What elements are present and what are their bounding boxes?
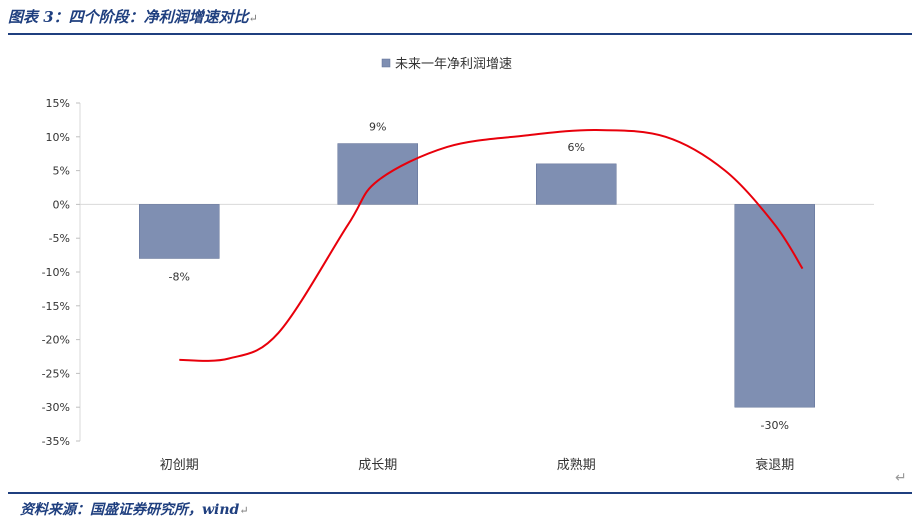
return-mark: ↵ <box>239 504 249 517</box>
bar-3 <box>536 163 617 205</box>
bar-1 <box>139 204 220 259</box>
y-tick-label: -20% <box>42 334 70 347</box>
data-label: -30% <box>761 419 789 432</box>
data-label: 9% <box>369 121 386 134</box>
y-tick-label: -25% <box>42 367 70 380</box>
category-label: 初创期 <box>160 458 199 473</box>
y-tick-label: -15% <box>42 300 70 313</box>
y-tick-label: -5% <box>49 232 70 245</box>
data-label: -8% <box>169 270 190 283</box>
category-label: 成熟期 <box>557 457 596 473</box>
legend-label: 未来一年净利润增速 <box>395 57 512 72</box>
bar-chart: 15% 10% 5% 0% -5% -10% -15% -20% -25% -30% -35% -8%… <box>42 57 874 473</box>
source-text: 资料来源：国盛证券研究所，wind <box>20 502 240 518</box>
figure-title: 图表 3：四个阶段：净利润增速对比↵ <box>8 6 258 27</box>
y-tick-label: 15% <box>46 97 70 110</box>
return-mark: ↵ <box>248 12 258 25</box>
source-note: 资料来源：国盛证券研究所，wind↵ <box>20 499 249 519</box>
data-label: 6% <box>568 141 585 154</box>
legend-swatch <box>381 58 391 68</box>
title-rule <box>8 33 912 35</box>
y-tick-label: -30% <box>42 401 70 414</box>
trend-curve <box>179 128 804 362</box>
return-mark: ↵ <box>895 470 907 486</box>
bar-2 <box>337 143 418 205</box>
figure-title-text: 图表 3：四个阶段：净利润增速对比 <box>8 8 249 26</box>
category-label: 衰退期 <box>755 457 794 473</box>
category-label: 成长期 <box>358 458 397 473</box>
bar-4 <box>734 204 815 408</box>
source-rule <box>8 492 912 494</box>
y-tick-label: -10% <box>42 266 70 279</box>
y-tick-label: 5% <box>53 165 70 178</box>
chart-area: 15% 10% 5% 0% -5% -10% -15% -20% -25% -30% -35% -8%… <box>14 40 912 488</box>
y-tick-label: 0% <box>53 198 70 211</box>
y-tick-label: -35% <box>42 435 70 448</box>
y-tick-label: 10% <box>46 131 70 144</box>
